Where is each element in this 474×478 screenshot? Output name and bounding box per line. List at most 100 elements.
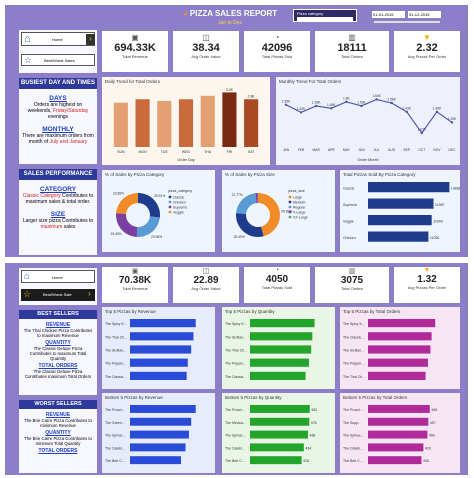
bar [130, 431, 189, 439]
nav-bestworst-button[interactable]: ☆ Best/Worst Sales [21, 54, 95, 66]
tick-label: The Calabr... [343, 446, 363, 450]
kpi-card: ▣ 70.38K Total Revenue [102, 267, 168, 303]
data-label: 482 [311, 408, 317, 412]
legend-label: Supreme [173, 205, 187, 209]
tick-label: WED [182, 150, 191, 154]
chart-title: Bottom 5 Pizzas by Quantity [225, 395, 282, 400]
worst-revenue-insight: The Brie Carre Pizza Contributes to mini… [19, 418, 97, 428]
home-icon: ⌂ [24, 271, 30, 282]
bar [136, 99, 150, 147]
pie-slice [236, 213, 264, 237]
tick-label: The Spicy It... [105, 322, 126, 326]
chart-title: Top 5 Pizzas by Revenue [105, 309, 156, 314]
top5-revenue-chart: Top 5 Pizzas by Revenue The Spicy It... Th… [102, 307, 215, 389]
category-dropdown[interactable] [297, 17, 353, 21]
tick-label: The Calabr... [225, 446, 245, 450]
tick-label: FRI [227, 150, 233, 154]
legend-swatch [289, 216, 292, 219]
kpi-value: 694.33K [102, 42, 168, 54]
orders-insight: The Classic Deluxe Pizza Contributes max… [19, 369, 97, 379]
bar [368, 359, 428, 367]
tick-label: The Classic... [225, 375, 246, 379]
kpi-card: ▥ 18111 Total Orders [315, 31, 389, 72]
monthly-insight: There are maximum orders from month of J… [19, 133, 97, 145]
tick-label: NOV [433, 148, 441, 152]
bar [130, 345, 191, 353]
date-to-field[interactable]: 31-12-2015 [408, 11, 441, 18]
tick-label: DEC [449, 148, 457, 152]
kpi-card: ▼ 2.32 Avg Pizzas Per Order [394, 31, 460, 72]
data-label: 416 [303, 459, 309, 463]
bar [250, 418, 309, 426]
bar [368, 443, 423, 451]
data-label: 1.25K [448, 117, 457, 121]
kpi-card: ◔ 4050 Total Pizzas Sold [244, 267, 310, 303]
data-label: 2.8K [248, 95, 256, 99]
bar [368, 215, 432, 225]
tick-label: SEP [403, 148, 410, 152]
data-label: 434 [305, 446, 311, 450]
category-sold-chart: Total Pizzas Sold By Pizza CategoryClass… [340, 170, 460, 252]
tick-label: FEB [298, 148, 305, 152]
date-from-field[interactable]: 01-01-2015 [372, 11, 405, 18]
nav-home-button-2[interactable]: ⌂ Home [21, 270, 95, 283]
legend-label: Veggie [173, 210, 184, 214]
best-sellers-title: BEST SELLERS [19, 310, 97, 319]
tick-label: The Spinac... [343, 434, 364, 438]
data-label: 1.58K [387, 98, 396, 102]
money-icon: ◫ [173, 33, 239, 42]
tick-label: Supreme [343, 203, 357, 207]
bar [130, 443, 186, 451]
tick-label: JAN [283, 148, 290, 152]
tick-label: The Sicilian... [225, 335, 246, 339]
data-point [421, 132, 423, 134]
kpi-value: 38.34 [173, 42, 239, 54]
category-donut-chart: % of Sales by Pizza Category26.91%23.96%… [102, 170, 215, 252]
data-point [375, 98, 377, 100]
pizza-icon: ◕ [183, 9, 188, 18]
worst-sellers-panel: WORST SELLERS REVENUE The Brie Carre Piz… [19, 400, 97, 473]
nav-home-button[interactable]: ⌂ Home › [21, 32, 95, 46]
tick-label: The Sicilian... [343, 349, 364, 353]
bar [368, 405, 430, 413]
kpi-value: 22.89 [173, 275, 239, 286]
worst-quantity-insight: The Brie Carre Pizza Contributes to mini… [19, 436, 97, 446]
bar [250, 443, 304, 451]
bar [130, 372, 187, 380]
data-point [390, 102, 392, 104]
kpi-value: 70.38K [102, 275, 168, 286]
category-filter[interactable]: Pizza category [293, 9, 357, 22]
kpi-label: Total Orders [315, 54, 389, 59]
legend-swatch [169, 201, 172, 204]
tick-label: The Spinac... [105, 434, 126, 438]
category-heading: CATEGORY [19, 186, 97, 193]
performance-panel: SALES PERFORMANCE CATEGORY Classic Categ… [19, 169, 97, 255]
tick-label: The Prosci... [105, 408, 125, 412]
chart-title: Daily Trend for Total Orders [105, 79, 161, 84]
data-label: 1.43K [402, 106, 411, 110]
bar [114, 103, 128, 147]
size-insight: Larger size pizza Contributes to maximum… [19, 218, 97, 230]
data-label: 30.49% [234, 235, 245, 239]
tick-label: The Pepper... [343, 362, 364, 366]
kpi-label: Total Revenue [102, 54, 168, 59]
chart-title: Top 5 Pizzas by Total Orders [343, 309, 401, 314]
data-label: 457 [430, 421, 436, 425]
tick-label: The Brie C... [105, 459, 125, 463]
tick-label: The Thai Ch... [105, 335, 127, 339]
data-label: 1.07K [418, 128, 427, 132]
report-period: Jan to Dec [210, 20, 250, 28]
nav-bestworst-button-2[interactable]: ☆ Best/Worst Sale › [21, 289, 95, 301]
legend-label: Large [293, 195, 302, 199]
tick-label: The Classic... [343, 335, 364, 339]
kpi-value: 3075 [315, 275, 389, 286]
date-slider[interactable] [374, 21, 440, 23]
bar [250, 372, 306, 380]
revenue-icon: ▣ [102, 33, 168, 42]
